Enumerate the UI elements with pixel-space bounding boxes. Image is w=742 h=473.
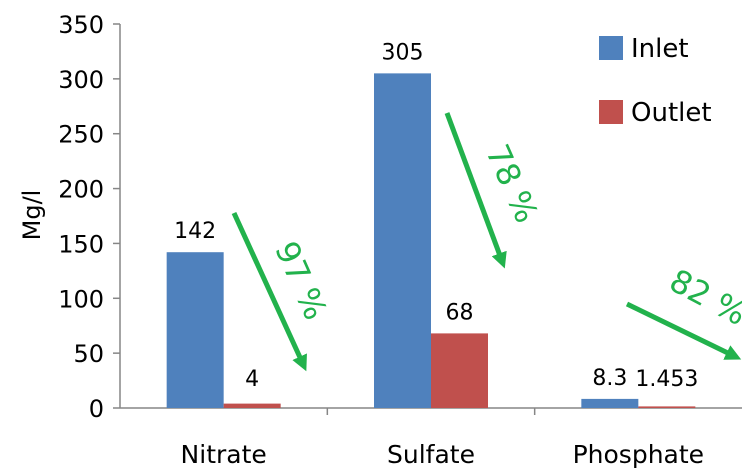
bar-outlet-phosphate xyxy=(638,406,696,408)
x-category-label: Phosphate xyxy=(573,440,704,469)
bar-inlet-nitrate xyxy=(166,252,224,408)
y-tick-label: 350 xyxy=(58,11,104,39)
y-tick-label: 300 xyxy=(58,66,104,94)
data-label: 68 xyxy=(446,300,474,325)
data-label: 305 xyxy=(382,40,424,65)
annotation-arrow-phosphate xyxy=(625,301,742,360)
data-label: 8.3 xyxy=(592,366,627,391)
annotation-text-phosphate: 82 % xyxy=(663,261,742,333)
y-axis-label: Mg/l xyxy=(18,190,46,241)
legend-swatch-outlet xyxy=(599,100,623,124)
annotation-text-sulfate: 78 % xyxy=(478,139,546,229)
legend-label-inlet: Inlet xyxy=(631,34,689,64)
annotation-phosphate: 82 % xyxy=(625,261,742,360)
bar-outlet-sulfate xyxy=(431,333,488,408)
bar-outlet-nitrate xyxy=(223,403,281,408)
y-tick-label: 0 xyxy=(89,395,104,423)
bar-inlet-phosphate xyxy=(581,398,639,408)
bar-inlet-sulfate xyxy=(374,73,431,408)
x-category-label: Nitrate xyxy=(181,440,267,469)
data-label: 142 xyxy=(174,219,216,244)
y-tick-label: 200 xyxy=(58,176,104,204)
annotation-nitrate: 97 % xyxy=(231,211,335,372)
annotation-arrow-nitrate xyxy=(231,211,307,372)
data-label: 4 xyxy=(245,367,259,392)
legend: Inlet Outlet xyxy=(599,34,712,128)
x-category-label: Sulfate xyxy=(387,440,475,469)
y-tick-label: 50 xyxy=(73,340,104,368)
legend-swatch-inlet xyxy=(599,36,623,60)
annotation-sulfate: 78 % xyxy=(444,112,546,269)
annotation-arrow-sulfate xyxy=(444,112,507,269)
y-tick-label: 150 xyxy=(58,230,104,258)
y-tick-label: 250 xyxy=(58,121,104,149)
legend-label-outlet: Outlet xyxy=(631,98,712,128)
y-tick-label: 100 xyxy=(58,285,104,313)
data-label: 1.453 xyxy=(635,367,698,392)
